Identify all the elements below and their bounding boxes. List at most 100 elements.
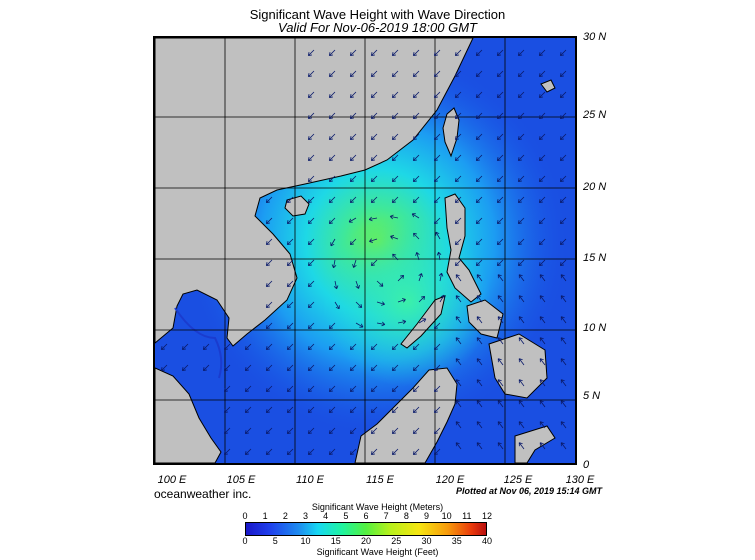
wave-arrow	[455, 316, 462, 324]
wave-arrow	[392, 253, 399, 261]
wave-arrow	[328, 364, 336, 372]
wave-arrow	[412, 385, 420, 393]
wave-arrow	[307, 217, 315, 225]
wave-arrow	[328, 427, 336, 435]
wave-arrow	[328, 406, 336, 414]
wave-arrow	[370, 196, 378, 204]
wave-arrow	[497, 295, 504, 303]
wave-arrow	[517, 154, 525, 162]
wave-arrow	[223, 364, 231, 372]
wave-arrow	[454, 112, 462, 120]
wave-arrow	[265, 280, 273, 288]
wave-arrow	[497, 379, 504, 387]
wave-arrow	[497, 274, 504, 282]
wave-arrow	[328, 385, 336, 393]
wave-arrow	[370, 70, 378, 78]
wave-arrow	[518, 274, 525, 282]
wave-arrow	[307, 49, 315, 57]
wave-arrow	[475, 133, 483, 141]
wave-arrow	[476, 316, 483, 324]
wave-arrow	[412, 49, 420, 57]
wave-arrow	[307, 154, 315, 162]
wave-arrow	[455, 358, 462, 366]
wave-arrow	[476, 274, 483, 282]
wave-arrow	[454, 217, 462, 225]
wave-arrow	[475, 238, 483, 246]
wave-arrow	[454, 259, 462, 267]
lon-label-130e: 130 E	[565, 474, 595, 486]
wave-arrow	[349, 175, 357, 183]
wave-arrow	[328, 196, 336, 204]
meters-tick-3: 3	[302, 511, 309, 521]
feet-tick-40: 40	[481, 536, 493, 546]
map-title: Significant Wave Height with Wave Direct…	[249, 7, 506, 22]
wave-arrow	[455, 442, 462, 450]
wave-arrow	[330, 238, 336, 247]
wave-arrow	[497, 337, 504, 345]
wave-arrow	[286, 322, 294, 330]
wave-arrow	[369, 238, 378, 243]
wave-arrow	[223, 427, 231, 435]
wave-arrow	[518, 421, 525, 429]
wave-arrow	[560, 358, 567, 366]
wave-arrow	[496, 154, 504, 162]
wave-arrow	[286, 364, 294, 372]
wave-arrow	[334, 301, 340, 310]
wave-arrow	[455, 274, 462, 282]
meters-tick-11: 11	[462, 511, 472, 521]
wave-arrow	[475, 259, 483, 267]
wave-arrow	[307, 112, 315, 120]
wave-arrow	[433, 49, 441, 57]
wave-arrow	[412, 91, 420, 99]
wave-map	[153, 36, 577, 465]
wave-arrow	[539, 358, 546, 366]
wave-arrow	[349, 343, 357, 351]
wave-arrow	[496, 91, 504, 99]
wave-arrow	[391, 385, 399, 393]
wave-arrow	[391, 70, 399, 78]
plotted-timestamp: Plotted at Nov 06, 2019 15:14 GMT	[456, 486, 603, 496]
wave-arrow	[475, 70, 483, 78]
wave-arrow	[560, 316, 567, 324]
meters-tick-1: 1	[262, 511, 268, 521]
malay-peninsula	[155, 367, 222, 463]
lat-label-20n: 20 N	[583, 181, 607, 193]
wave-arrow	[391, 364, 399, 372]
feet-tick-15: 15	[330, 536, 341, 546]
luzon-island	[444, 193, 482, 303]
wave-arrow	[412, 448, 420, 456]
wave-arrow	[517, 238, 525, 246]
wave-arrow	[412, 133, 420, 141]
wave-arrow	[496, 112, 504, 120]
wave-arrow	[265, 217, 273, 225]
meters-scale-title: Significant Wave Height (Meters)	[311, 502, 444, 512]
wave-arrow	[538, 196, 546, 204]
wave-arrow	[391, 175, 399, 183]
hainan-island	[284, 195, 310, 217]
wave-arrow	[223, 343, 231, 351]
visayas-islands	[466, 299, 504, 339]
wave-arrow	[355, 322, 364, 328]
wave-arrow	[538, 91, 546, 99]
wave-arrow	[202, 343, 210, 351]
wave-arrow	[538, 112, 546, 120]
wave-arrow	[415, 252, 420, 261]
wave-arrow	[286, 385, 294, 393]
wave-arrow	[435, 231, 441, 240]
wave-arrow	[307, 175, 315, 183]
lon-label-125e: 125 E	[503, 474, 533, 486]
brand-label: oceanweather inc.	[154, 487, 252, 501]
wave-arrow	[433, 196, 441, 204]
wave-arrow	[560, 379, 567, 387]
wave-arrow	[265, 238, 273, 246]
wave-arrow	[476, 337, 483, 345]
meters-tick-8: 8	[403, 511, 409, 521]
wave-arrow	[307, 364, 315, 372]
wave-arrow	[160, 343, 168, 351]
wave-arrow	[355, 280, 360, 289]
wave-arrow	[244, 364, 252, 372]
wave-arrow	[497, 358, 504, 366]
meters-tick-9: 9	[423, 511, 430, 521]
wave-arrow	[286, 280, 294, 288]
lon-label-105e: 105 E	[226, 474, 256, 486]
